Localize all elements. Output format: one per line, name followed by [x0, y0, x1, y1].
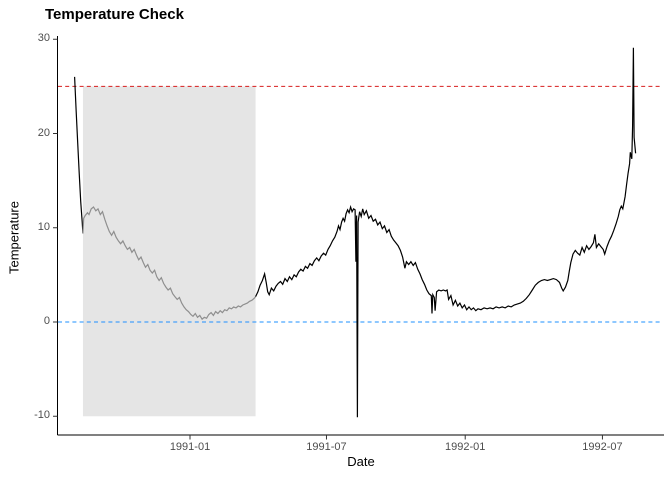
- x-tick-label: 1991-07: [306, 441, 347, 453]
- shaded-region: [82, 86, 256, 417]
- y-tick-label: 20: [37, 126, 50, 139]
- x-tick-label: 1991-01: [169, 441, 211, 453]
- x-tick-label: 1992-01: [445, 441, 486, 453]
- y-tick-label: -10: [34, 409, 50, 422]
- x-tick-label: 1992-07: [582, 441, 623, 453]
- chart-title: Temperature Check: [45, 6, 184, 23]
- temperature-shaded-gray: [82, 206, 257, 321]
- temperature-initial-black: [74, 76, 84, 234]
- y-tick-label: 0: [43, 315, 50, 327]
- y-tick-label: 30: [37, 32, 50, 45]
- temperature-main-black: [255, 47, 637, 418]
- x-axis-title: Date: [347, 454, 375, 469]
- y-tick-label: 10: [37, 220, 50, 233]
